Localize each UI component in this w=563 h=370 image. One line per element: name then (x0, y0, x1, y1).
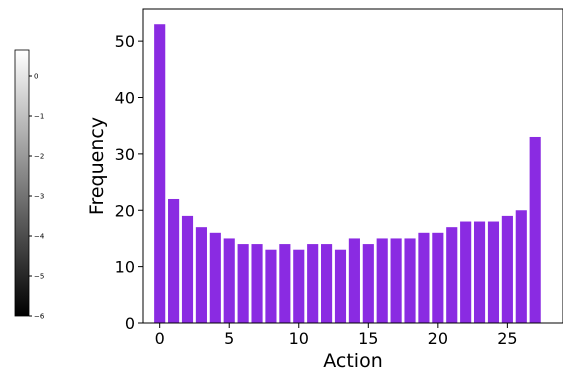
bar-series (154, 24, 541, 323)
bar-action-1 (168, 198, 180, 323)
colorbar-tick-label: −1 (34, 113, 44, 121)
bar-action-12 (321, 244, 333, 323)
y-axis-label: Frequency (86, 117, 108, 215)
bar-action-9 (279, 244, 291, 323)
bar-action-19 (418, 232, 430, 323)
y-tick-label: 20 (115, 201, 135, 220)
y-tick-label: 50 (115, 32, 135, 51)
y-tick-label: 0 (125, 314, 135, 333)
colorbar-tick-label: 0 (34, 73, 38, 81)
bar-action-15 (362, 244, 374, 323)
bar-action-8 (265, 249, 277, 323)
bar-action-10 (293, 249, 305, 323)
colorbar-tick-label: −6 (34, 313, 45, 321)
bar-action-6 (237, 244, 249, 323)
colorbar-gradient (14, 49, 30, 317)
bar-action-3 (195, 227, 207, 323)
bar-action-2 (181, 215, 194, 323)
bar-action-7 (251, 244, 263, 323)
bar-action-27 (529, 136, 541, 323)
y-tick-label: 40 (115, 89, 135, 108)
bar-action-24 (487, 221, 500, 323)
bar-action-17 (390, 238, 402, 323)
colorbar-tick-label: −4 (34, 233, 45, 241)
bar-action-25 (501, 215, 513, 323)
x-axis-ticks: 0 5 10 15 20 25 (155, 323, 518, 348)
y-axis-ticks: 0 10 20 30 40 50 (115, 32, 143, 333)
bar-action-4 (209, 232, 221, 323)
plot-frame (142, 8, 563, 324)
bar-action-14 (348, 238, 360, 323)
bar-action-5 (223, 238, 235, 323)
colorbar-tick-label: −2 (34, 153, 44, 161)
colorbar-ticks: 0 −1 −2 −3 −4 −5 −6 (29, 73, 45, 321)
colorbar-tick-label: −3 (34, 193, 44, 201)
x-tick-label: 20 (428, 329, 448, 348)
bar-action-16 (376, 238, 388, 323)
bar-action-11 (307, 244, 319, 323)
x-tick-label: 0 (155, 329, 165, 348)
bar-action-18 (404, 238, 416, 323)
bar-action-26 (515, 210, 527, 323)
x-axis-label: Action (323, 350, 383, 370)
y-tick-label: 10 (115, 258, 135, 277)
x-tick-label: 5 (224, 329, 234, 348)
bar-action-13 (334, 249, 347, 323)
y-tick-label: 30 (115, 145, 135, 164)
bar-action-20 (432, 232, 444, 323)
bar-action-21 (446, 227, 458, 323)
bar-action-23 (473, 221, 486, 323)
colorbar: 0 −1 −2 −3 −4 −5 −6 (14, 49, 45, 321)
x-tick-label: 15 (358, 329, 378, 348)
bar-chart: 0 5 10 15 20 25 0 10 20 30 40 50 Action Frequency (86, 8, 563, 370)
bar-action-22 (460, 221, 472, 323)
x-tick-label: 10 (289, 329, 309, 348)
colorbar-tick-label: −5 (34, 273, 44, 281)
x-tick-label: 25 (497, 329, 517, 348)
bar-action-0 (154, 24, 166, 323)
